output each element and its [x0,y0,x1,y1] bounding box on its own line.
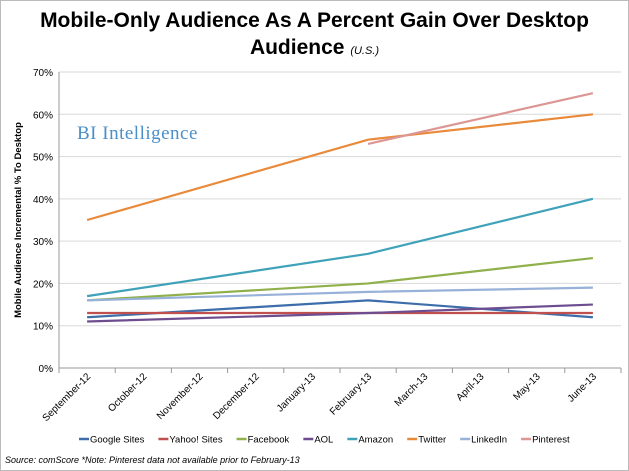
y-tick-label: 0% [39,364,54,375]
x-tick-label: December-12 [211,371,262,422]
x-tick-label: September-12 [41,371,94,424]
legend-label: Pinterest [532,435,570,446]
y-tick-label: 10% [33,322,53,333]
x-tick-label: November-12 [155,371,206,422]
x-tick-label: January-13 [275,371,318,414]
series-line-amazon [86,197,594,298]
chart-title: Mobile-Only Audience As A Percent Gain O… [40,9,589,59]
legend-label: Google Sites [90,435,145,446]
series-line-aol [87,303,593,323]
y-tick-label: 60% [33,110,53,121]
legend-label: Amazon [358,435,393,446]
series-line-facebook [87,256,594,302]
x-tick-label: May-13 [511,371,543,403]
y-tick-label: 20% [33,279,53,290]
y-tick-label: 70% [33,68,53,79]
series-line-google-sites [87,299,593,319]
y-axis-label: Mobile Audience Incremental % To Desktop [13,122,24,318]
legend-label: Yahoo! Sites [169,435,222,446]
series-line-twitter [86,113,594,222]
x-tick-label: April-13 [454,371,486,403]
source-note: Source: comScore *Note: Pinterest data n… [5,455,300,465]
series-line-pinterest [367,92,594,145]
legend-label: LinkedIn [471,435,507,446]
x-tick-label: June-13 [566,371,600,405]
x-tick-label: October-12 [106,371,149,414]
chart-subtitle: (U.S.) [350,45,380,57]
watermark-logo: BI Intelligence [77,123,198,144]
legend-label: Facebook [248,435,290,446]
y-tick-label: 30% [33,237,53,248]
x-tick-label: March-13 [393,371,431,409]
series-line-linkedin [87,286,593,302]
legend-label: AOL [314,435,333,446]
y-tick-label: 40% [33,195,53,206]
x-tick-label: February-13 [328,371,375,418]
legend-label: Twitter [418,435,446,446]
y-tick-label: 50% [33,153,53,164]
